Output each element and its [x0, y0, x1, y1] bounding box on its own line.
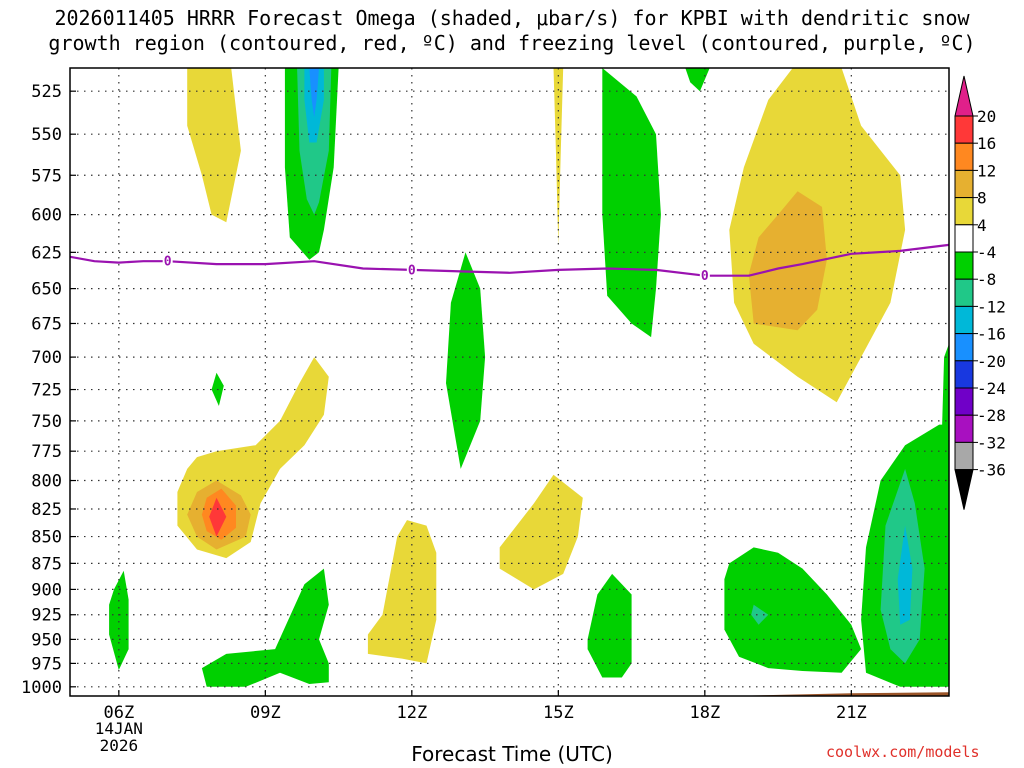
omega-region--4-26: [941, 343, 949, 440]
y-tick-label-875: 875: [31, 554, 62, 574]
y-tick-label-725: 725: [31, 381, 62, 401]
date-label-1: 2026: [100, 736, 139, 755]
colorbar-label-8: -16: [977, 325, 1006, 344]
freezing-level-contour: 0 0 0: [70, 243, 949, 284]
y-tick-label-750: 750: [31, 412, 62, 432]
colorbar-label-3: 8: [977, 189, 987, 208]
colorbar-box-11: [954, 414, 974, 443]
x-axis-title: Forecast Time (UTC): [411, 742, 613, 766]
freezing-label-1: 0: [408, 263, 416, 278]
x-tick-label-06Z: 06Z: [103, 703, 134, 723]
colorbar-box-3: [954, 197, 974, 226]
y-tick-label-700: 700: [31, 348, 62, 368]
terrain: [729, 692, 949, 696]
freezing-label-bg-0: [162, 254, 173, 268]
omega-region-8-9: [748, 191, 827, 331]
y-tick-label-975: 975: [31, 654, 62, 674]
colorbar-label-13: -36: [977, 461, 1006, 480]
y-tick-label-1000: 1000: [21, 678, 62, 698]
y-tick-label-825: 825: [31, 500, 62, 520]
colorbar-box-9: [954, 360, 974, 389]
colorbar-box-6: [954, 278, 974, 307]
omega-region--4-17: [201, 568, 329, 687]
y-tick-label-850: 850: [31, 528, 62, 548]
omega-region--4-16: [109, 570, 129, 670]
colorbar-label-2: 12: [977, 161, 996, 180]
y-tick-label-525: 525: [31, 82, 62, 102]
y-tick-label-950: 950: [31, 630, 62, 650]
colorbar-box-0: [954, 115, 974, 144]
colorbar-label-6: -8: [977, 270, 996, 289]
freezing-label-bg-2: [699, 268, 710, 282]
omega-region--4-20: [587, 573, 632, 678]
colorbar-box-12: [954, 441, 974, 471]
y-tick-label-550: 550: [31, 125, 62, 145]
colorbar-top-arrow: [954, 75, 974, 117]
colorbar-label-0: 20: [977, 107, 996, 126]
chart-title-line1: 2026011405 HRRR Forecast Omega (shaded, …: [54, 6, 970, 30]
y-tick-label-675: 675: [31, 314, 62, 334]
colorbar-box-1: [954, 142, 974, 171]
colorbar-label-11: -28: [977, 406, 1006, 425]
colorbar-box-8: [954, 333, 974, 362]
x-tick-label-21Z: 21Z: [836, 703, 867, 723]
plot-frame: [69, 67, 950, 697]
freezing-label-bg-1: [406, 262, 417, 276]
y-tick-label-650: 650: [31, 280, 62, 300]
omega-region-4-5: [553, 68, 564, 245]
colorbar-label-9: -20: [977, 352, 1006, 371]
omega-region-16-14: [209, 497, 227, 537]
omega-region--4-10: [446, 252, 486, 469]
colorbar-bottom-arrow: [954, 469, 974, 510]
colorbar-box-5: [954, 251, 974, 280]
colorbar-box-4: [954, 224, 974, 253]
chart-title: 2026011405 HRRR Forecast Omega (shaded, …: [0, 6, 1024, 56]
date-label-0: 14JAN: [95, 719, 143, 738]
omega-region-4-0: [187, 68, 241, 223]
freezing-label-0: 0: [164, 255, 172, 270]
colorbar-label-5: -4: [977, 243, 996, 262]
x-tick-label-15Z: 15Z: [543, 703, 574, 723]
colorbar-box-2: [954, 169, 974, 199]
omega-region--4-21: [724, 547, 862, 673]
y-tick-label-600: 600: [31, 206, 62, 226]
chart-title-line2: growth region (contoured, red, ºC) and f…: [48, 31, 976, 55]
colorbar-box-7: [954, 305, 974, 335]
omega-region--8-22: [751, 604, 769, 625]
freezing-level-line: [70, 243, 949, 277]
x-tick-label-18Z: 18Z: [689, 703, 720, 723]
plot-border: [69, 67, 950, 697]
omega-region-4-19: [499, 474, 583, 590]
colorbar: 20 16 12 8 4 -4 -8 -12 -16 -20 -24 -28 -32 -36: [954, 75, 1006, 510]
y-tick-label-900: 900: [31, 580, 62, 600]
x-tick-label-09Z: 09Z: [250, 703, 281, 723]
source-credit: coolwx.com/models: [826, 743, 980, 761]
ground-layer: [729, 692, 949, 696]
omega-region-4-18: [367, 520, 437, 664]
y-tick-label-925: 925: [31, 606, 62, 626]
omega-shading: [109, 68, 949, 687]
colorbar-label-12: -32: [977, 433, 1006, 452]
colorbar-box-10: [954, 387, 974, 416]
x-tick-label-12Z: 12Z: [396, 703, 427, 723]
colorbar-label-4: 4: [977, 216, 987, 235]
colorbar-label-7: -12: [977, 297, 1006, 316]
y-axis: 525 550 575 600 625 650 675 700 725 750 775 800 825 8…: [21, 82, 76, 698]
colorbar-label-10: -24: [977, 379, 1006, 398]
y-tick-label-575: 575: [31, 166, 62, 186]
freezing-label-2: 0: [701, 269, 709, 284]
colorbar-label-1: 16: [977, 134, 996, 153]
y-tick-label-775: 775: [31, 442, 62, 462]
omega-region--4-6: [685, 68, 710, 92]
y-tick-label-625: 625: [31, 243, 62, 263]
omega-region--12-25: [897, 525, 913, 625]
omega-region--16-4: [309, 68, 319, 118]
y-tick-label-800: 800: [31, 472, 62, 492]
